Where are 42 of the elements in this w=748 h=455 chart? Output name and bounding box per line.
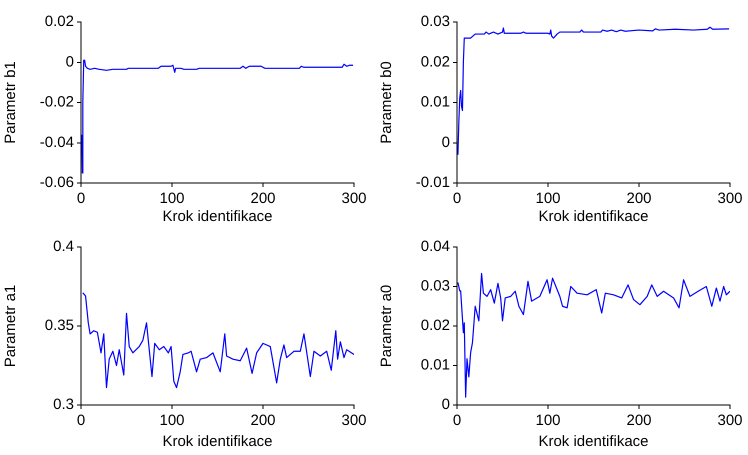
- y-axis-title: Parametr a1: [2, 284, 20, 368]
- x-tick-label: 0: [452, 190, 462, 208]
- x-tick-label: 0: [76, 190, 86, 208]
- y-tick-label: 0.03: [420, 278, 450, 295]
- x-axis-title: Krok identifikace: [538, 433, 649, 450]
- y-tick-label: 0.03: [420, 13, 450, 30]
- y-tick-label: 0.4: [53, 238, 74, 256]
- x-tick-label: 300: [341, 190, 367, 208]
- x-tick-label: 200: [626, 190, 652, 208]
- y-tick-label: -0.06: [40, 174, 74, 192]
- y-axis-title: Parametr a0: [378, 284, 396, 368]
- x-tick-label: 0: [76, 412, 86, 430]
- y-tick-label: 0.3: [53, 396, 74, 414]
- x-tick-label: 100: [159, 412, 185, 430]
- y-axis-title: Parametr b1: [2, 61, 20, 144]
- x-tick-label: 200: [626, 412, 652, 430]
- x-tick-label: 300: [717, 412, 743, 430]
- y-tick-label: 0.02: [420, 53, 450, 70]
- x-tick-label: 100: [535, 412, 561, 430]
- x-tick-label: 100: [535, 190, 561, 208]
- x-tick-label: 300: [341, 412, 367, 430]
- y-tick-label: 0.01: [420, 356, 450, 374]
- y-tick-label: -0.01: [416, 174, 450, 192]
- y-tick-label: 0: [442, 396, 450, 414]
- y-tick-label: 0.04: [420, 238, 450, 256]
- x-axis-title: Krok identifikace: [162, 208, 273, 226]
- x-axis-title: Krok identifikace: [162, 433, 273, 450]
- y-axis-title: Parametr b0: [378, 61, 396, 144]
- y-tick-label: 0: [66, 53, 74, 70]
- x-tick-label: 200: [250, 412, 276, 430]
- x-tick-label: 0: [452, 412, 462, 430]
- x-axis-title: Krok identifikace: [538, 208, 649, 226]
- y-tick-label: 0.02: [44, 13, 74, 30]
- y-tick-label: 0: [442, 134, 450, 151]
- x-tick-label: 100: [159, 190, 185, 208]
- y-tick-label: 0.35: [44, 317, 74, 334]
- y-tick-label: 0.01: [420, 94, 450, 111]
- y-tick-label: -0.02: [40, 94, 74, 111]
- x-tick-label: 300: [717, 190, 743, 208]
- y-tick-label: 0.02: [420, 317, 450, 334]
- x-tick-label: 200: [250, 190, 276, 208]
- y-tick-label: -0.04: [40, 134, 74, 151]
